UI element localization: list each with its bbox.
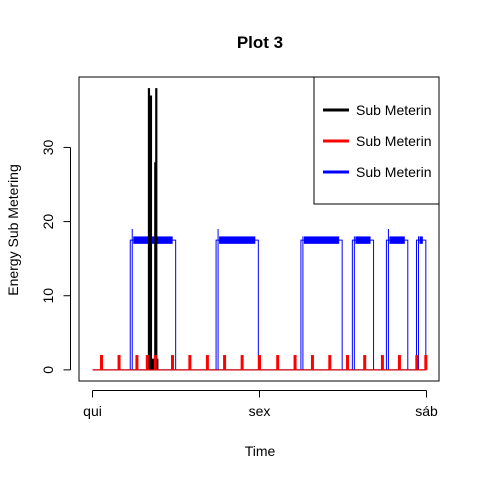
x-tick-label: sáb (415, 403, 438, 419)
series-2-spike-13 (293, 355, 297, 370)
legend-label-1: Sub Meterin (356, 102, 431, 118)
series-2-spike-4 (145, 355, 149, 370)
x-tick-label: sex (249, 403, 271, 419)
legend-label-3: Sub Meterin (356, 164, 431, 180)
series-2-spike-9 (223, 355, 227, 370)
series-2-spike-14 (310, 355, 314, 370)
series-3-block-outline (351, 239, 375, 370)
y-axis-label: Energy Sub Metering (5, 164, 21, 296)
series-layer (92, 88, 428, 371)
series-3-block-3 (300, 236, 343, 370)
series-2-spike-2 (117, 355, 121, 370)
series-2-spike-3 (135, 355, 139, 370)
series-2-spike-17 (363, 355, 367, 370)
series-3-block-4 (351, 236, 375, 370)
series-2-spike-8 (205, 355, 209, 370)
plot-frame (78, 76, 440, 382)
series-2-spike-11 (258, 355, 261, 370)
series-2-spike-1 (100, 355, 104, 370)
series-2-spike-6 (170, 355, 174, 370)
series-3-block-outline (300, 239, 343, 370)
x-axis: qui sex sáb (83, 390, 438, 419)
y-tick-label: 0 (40, 366, 56, 374)
series-3-block-6 (415, 236, 427, 370)
series-2-spike-19 (397, 355, 401, 370)
series-3-block-outline (385, 239, 409, 370)
series-2-spike-18 (380, 355, 384, 370)
series-2-spike-21 (424, 355, 428, 370)
series-3-block-band (419, 236, 423, 244)
series-3-block-2 (215, 229, 259, 370)
series-3-block-outline (129, 239, 177, 370)
series-3-block-outline (415, 239, 427, 370)
series-3-block-outline (215, 239, 259, 370)
series-3-block-band (133, 236, 173, 244)
chart-title: Plot 3 (237, 33, 283, 52)
series-3-block-1 (129, 229, 177, 370)
series-2-spike-10 (240, 355, 244, 370)
legend: Sub Meterin Sub Meterin Sub Meterin (313, 76, 440, 205)
y-tick-label: 30 (40, 139, 56, 155)
series-3-block-band (303, 236, 340, 244)
series-3-block-5 (385, 229, 409, 370)
series-2-spike-12 (276, 355, 280, 370)
y-axis: 0 10 20 30 (40, 139, 71, 374)
series-3-block-band (219, 236, 256, 244)
series-2-spike-16 (346, 355, 350, 370)
y-tick-label: 10 (40, 288, 56, 304)
series-3-block-band (355, 236, 371, 244)
x-axis-label: Time (245, 443, 276, 459)
series-3-block-band (389, 236, 405, 244)
series-2-spike-15 (328, 355, 332, 370)
series-2-spike-5 (153, 355, 157, 370)
series-2-spike-7 (188, 355, 192, 370)
series-2-spike-20 (415, 355, 419, 370)
y-tick-label: 20 (40, 214, 56, 230)
x-tick-label: qui (83, 403, 102, 419)
legend-label-2: Sub Meterin (356, 133, 431, 149)
